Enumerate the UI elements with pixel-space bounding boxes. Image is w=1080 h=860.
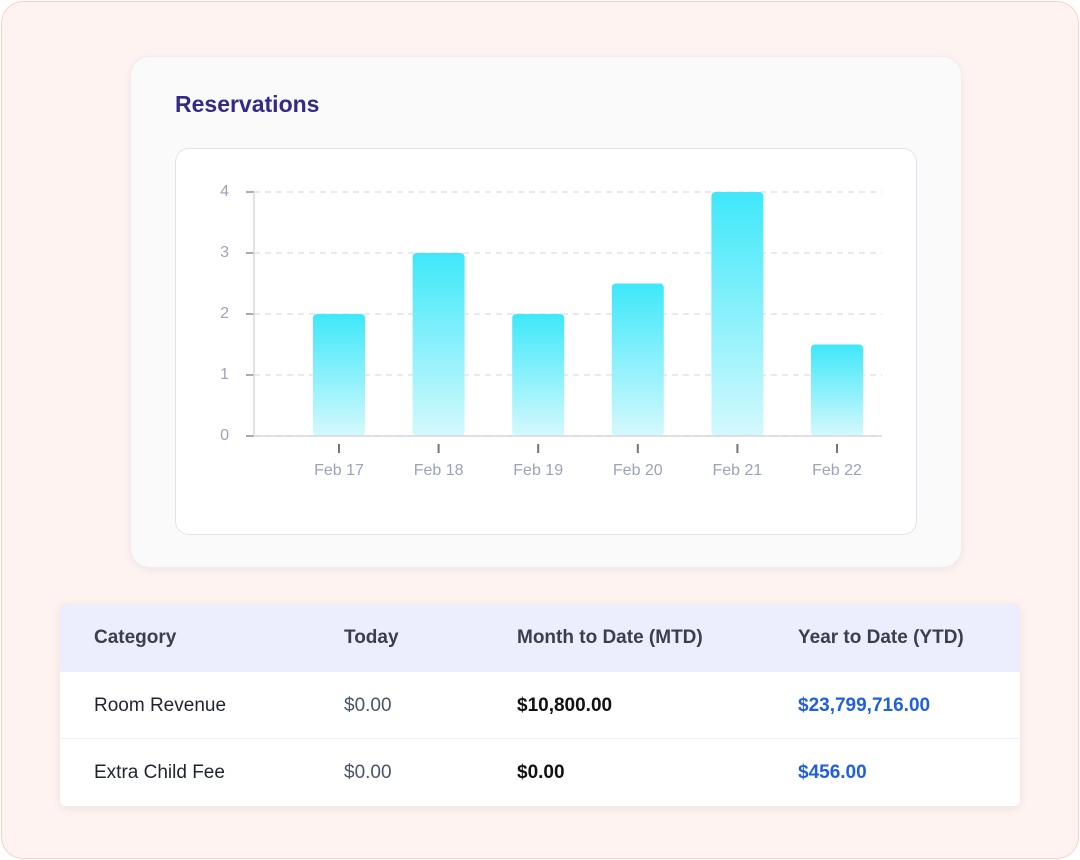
header-cell: Today [344,627,399,648]
table-row: Room Revenue $0.00 $10,800.00 $23,799,716.0… [60,671,1020,739]
table-cell: $0.00 [344,695,392,716]
header-cell: Year to Date (YTD) [798,627,964,648]
chart-box [175,148,917,535]
header-cell: Month to Date (MTD) [517,627,703,648]
table-cell: $456.00 [798,762,867,783]
table-cell: $23,799,716.00 [798,695,931,716]
chart-card: Reservations [130,56,962,568]
table-cell: $10,800.00 [517,695,613,716]
table-cell: Room Revenue [94,695,227,716]
table-cell: $0.00 [344,762,392,783]
summary-table: Category Today Month to Date (MTD) Year to … [60,604,1020,806]
table-row: Extra Child Fee $0.00 $0.00 $456.00 [60,738,1020,806]
chart-title: Reservations [175,91,320,117]
header-cell: Category [94,627,177,648]
table-cell: Extra Child Fee [94,762,225,783]
table-header: Category Today Month to Date (MTD) Year to … [60,604,1020,671]
table-cell: $0.00 [517,762,565,783]
